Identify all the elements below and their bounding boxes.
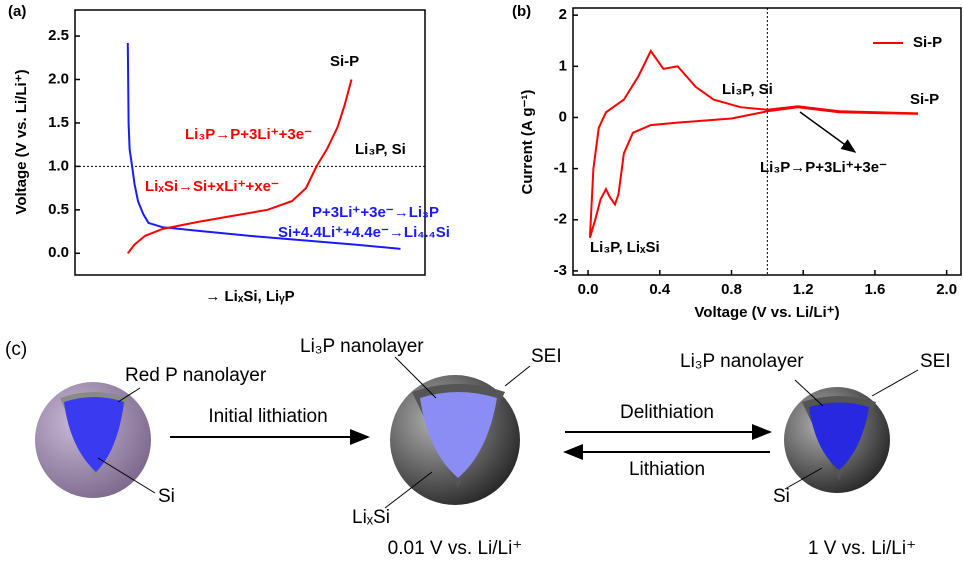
chart: (b) Current (A g⁻¹) Voltage (V vs. Li/Li⁺)… (512, 3, 961, 321)
label: Li₃P nanolayer (680, 351, 804, 372)
panel-label: (b) (512, 3, 531, 20)
label: SEI (531, 346, 562, 367)
x-axis-label: Voltage (V vs. Li/Li⁺) (694, 304, 839, 321)
step-label: Initial lithiation (208, 406, 327, 427)
y-tick-label: -1 (554, 160, 567, 177)
y-tick-label: -2 (554, 211, 567, 228)
label: Si (773, 486, 790, 507)
y-tick-label: 2.5 (48, 27, 69, 44)
x-tick-label: 0.0 (578, 281, 599, 298)
annotation: Li₃P→P+3Li⁺+3e⁻ (760, 159, 887, 176)
label: Red P nanolayer (125, 365, 267, 386)
y-tick-label: -3 (554, 262, 567, 279)
leader (505, 366, 530, 386)
annotation: Li₃P, Si (722, 81, 773, 98)
y-axis-label: Current (A g⁻¹) (519, 90, 536, 195)
step-label: Delithiation (620, 402, 714, 423)
y-tick-label: 1.5 (48, 114, 69, 131)
diagram: (c) Red P nanolayer Si Initial lithiatio… (5, 336, 951, 559)
panel-label: (c) (5, 339, 27, 360)
leader (872, 370, 918, 396)
annotation: Si-P (910, 91, 939, 108)
annotation: Si-P (330, 53, 359, 70)
condition: 0.01 V vs. Li/Li⁺ (388, 538, 523, 559)
chart: (a) Voltage (V vs. Li/Li⁺) → LiₓSi, LiᵧP 0.… (8, 3, 450, 305)
y-tick-label: 2.0 (48, 70, 69, 87)
x-tick-label: 0.4 (649, 281, 671, 298)
x-axis-label: → LiₓSi, LiᵧP (205, 288, 294, 305)
label: LiₓSi (352, 507, 390, 528)
y-tick-label: 0.5 (48, 201, 69, 218)
condition: 1 V vs. Li/Li⁺ (808, 538, 916, 559)
data-line (590, 51, 918, 238)
label: Si (158, 486, 175, 507)
legend-label: Si-P (913, 34, 942, 51)
x-tick-label: 1.6 (865, 281, 886, 298)
y-tick-label: 0 (559, 108, 567, 125)
y-tick-label: 1.0 (48, 157, 69, 174)
x-tick-label: 0.8 (721, 281, 742, 298)
annotation: Li₃P, Si (355, 141, 406, 158)
annotation: Li₃P→P+3Li⁺+3e⁻ (185, 126, 312, 143)
y-tick-label: 0.0 (48, 244, 69, 261)
figure: (c) Red P nanolayer Si Initial lithiatio… (0, 0, 963, 560)
annotation: LiₓSi→Si+xLi⁺+xe⁻ (145, 178, 279, 195)
x-tick-label: 1.2 (793, 281, 814, 298)
annotation: Si+4.4Li⁺+4.4e⁻→Li₄.₄Si (278, 224, 450, 241)
label: Li₃P nanolayer (300, 336, 424, 357)
y-tick-label: 1 (559, 57, 567, 74)
step-label: Lithiation (629, 459, 705, 480)
x-tick-label: 2.0 (936, 281, 957, 298)
annotation: Li₃P, LiₓSi (590, 239, 660, 256)
label: SEI (920, 351, 951, 372)
annotation-arrow (800, 112, 855, 152)
annotation: P+3Li⁺+3e⁻→Li₃P (312, 204, 439, 221)
y-axis-label: Voltage (V vs. Li/Li⁺) (13, 69, 30, 214)
y-tick-label: 2 (559, 6, 567, 23)
panel-label: (a) (8, 3, 26, 20)
